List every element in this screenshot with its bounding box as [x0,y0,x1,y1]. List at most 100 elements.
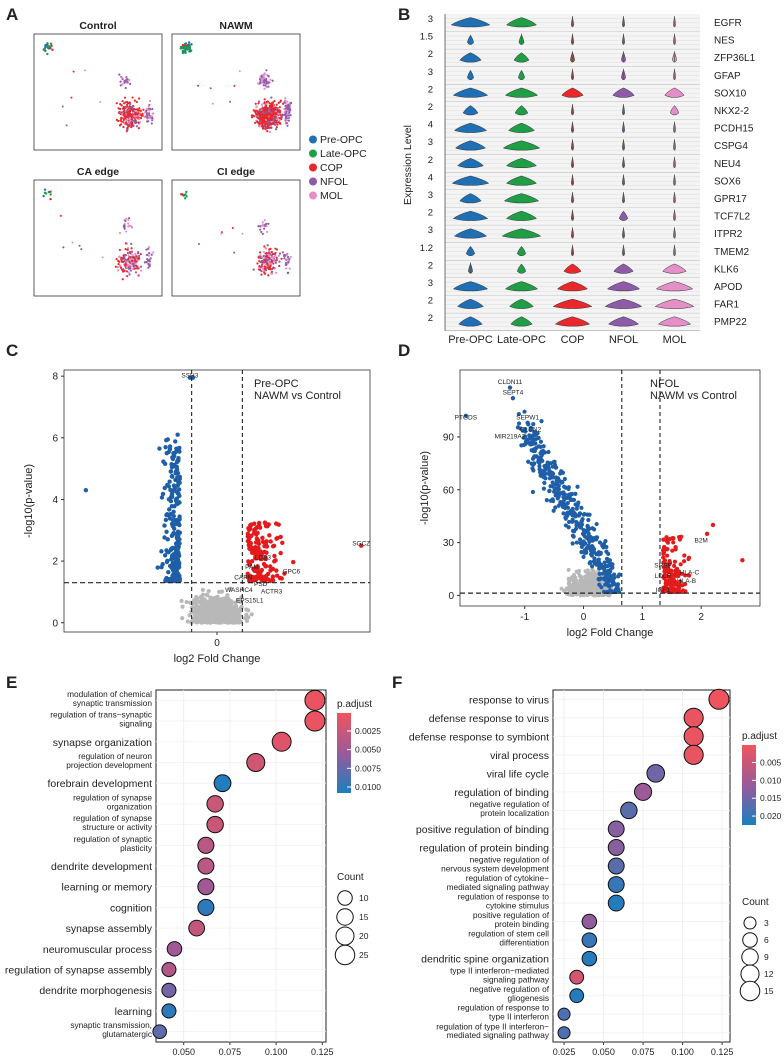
point-up [266,522,271,527]
point-down [553,465,559,470]
violin-row-gpr17: 3 GPR17 [428,190,747,208]
point-up [665,568,670,573]
umap-cell [264,84,267,87]
x-tick-label: 0.100 [265,1047,288,1057]
umap-cell [265,126,268,129]
umap-cell [263,102,266,105]
umap-cell [266,263,269,267]
umap-cell [288,257,291,261]
umap-cell [46,52,49,56]
umap-cell [148,99,152,103]
point-down [574,540,579,545]
umap-cell [123,122,126,125]
point-down [526,459,531,464]
umap-cell [129,269,132,272]
umap-cell [262,259,265,262]
point-ns [568,592,573,597]
term-dot [166,941,183,957]
point-down [539,419,544,424]
point-down [563,523,568,528]
point-down [570,541,575,546]
point-ns [179,598,184,603]
point-down [592,561,597,566]
point-up [665,562,671,567]
y-tick-label: 90 [443,432,455,443]
point-down [597,582,602,587]
point-down [585,524,590,529]
umap-cell [284,261,288,264]
point-ns [187,613,192,618]
point-highlight [510,395,516,401]
violin-late-opc [508,122,535,133]
umap-cell [143,116,146,119]
umap-cell [120,117,123,121]
point-ns [237,609,242,614]
gene-annotation: SRSF [654,562,671,569]
point-ns [584,575,589,580]
size-legend-dot [335,926,355,946]
legend-title: p.adjust [742,731,777,742]
umap-cell [119,123,123,126]
point-up [661,551,666,556]
size-legend-dot [741,948,759,966]
violin-tick: 3 [428,67,433,78]
point-down [607,563,612,568]
umap-cell [270,126,273,129]
point-ns [206,616,211,621]
umap-cell [274,261,277,264]
umap-cell [271,255,274,259]
umap-cell [126,127,129,130]
umap-cell [78,244,81,247]
umap-cell [267,118,271,122]
gene-annotation: IGF1 [656,587,671,594]
point-down [570,491,575,497]
umap-cell [267,267,270,271]
umap-cell [261,263,264,266]
point-down [515,425,520,430]
point-up [670,582,675,587]
point-down [162,535,167,540]
point-down [171,518,176,523]
violin-late-opc [509,298,534,309]
violin-cop [552,298,593,309]
umap-cell [118,248,122,252]
umap-cell [130,123,133,127]
gene-label: TCF7L2 [714,212,751,223]
point-down [589,543,595,549]
umap-cell [140,265,143,268]
point-down [582,511,587,517]
colorbar-label: 0.010 [760,775,782,785]
term-label: viral process [490,750,549,762]
term-label: regulation of response to type II interfe… [458,1003,550,1022]
point-ns [194,603,199,608]
umap-cell [265,254,268,257]
point-ns [581,580,586,585]
gene-annotation: PAM [245,564,259,571]
umap-cell [257,100,261,103]
point-up [670,578,675,583]
subtitle: NFOL NAWM vs Control [650,378,737,402]
legend-label-cop: COP [320,162,343,174]
umap-cell [263,272,267,275]
point-down [176,521,182,527]
term-dot [197,836,215,854]
umap-cell [270,251,273,254]
umap-cell [275,121,278,124]
point-up [253,540,259,545]
violin-row-sox10: 2 SOX10 [428,84,747,103]
umap-cell [256,113,259,116]
point-ns [206,588,211,594]
umap-cell [124,254,127,257]
umap-cell [145,261,148,264]
point-down [552,486,557,491]
point-highlight [187,375,193,380]
umap-cell [261,267,265,270]
umap-cell [137,114,141,117]
point-ns [244,618,250,623]
umap-points [179,41,293,134]
point-up [263,542,269,547]
umap-cell [149,115,152,118]
panel-letter-E: E [6,673,17,692]
violin-mol [664,87,685,98]
point-down [157,446,162,451]
